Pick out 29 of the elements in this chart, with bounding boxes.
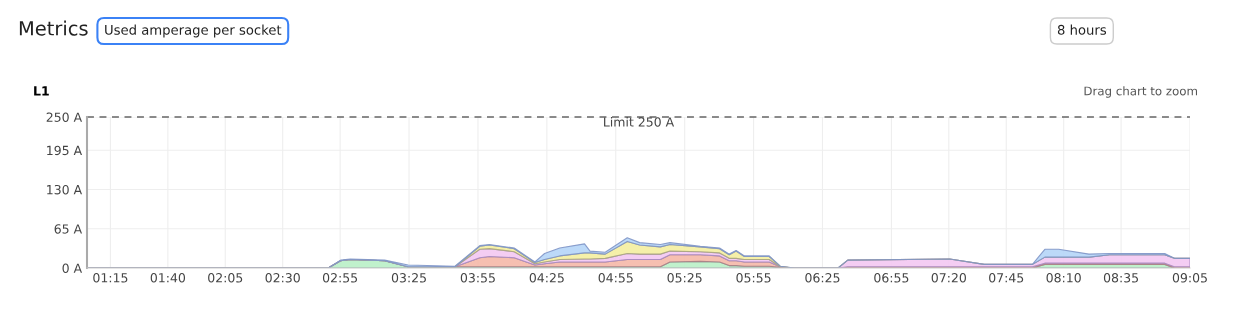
x-tick-label: 07:20 xyxy=(931,273,966,283)
text: Drag chart to zoom xyxy=(1084,86,1197,98)
x-tick-label: 02:30 xyxy=(265,273,300,283)
y-tick-label: 65 A xyxy=(54,224,83,234)
x-tick-label: 01:15 xyxy=(93,273,128,283)
x-tick-label: 01:40 xyxy=(150,273,186,283)
y-tick-label: 0 A xyxy=(62,263,83,273)
text: Used amperage per socket xyxy=(105,24,282,38)
x-tick-label: 08:10 xyxy=(1046,273,1081,283)
x-tick-label: 05:55 xyxy=(736,273,771,283)
x-tick-label: 05:25 xyxy=(667,273,702,283)
x-tick-label: 04:25 xyxy=(529,273,564,283)
y-tick-label: 130 A xyxy=(47,184,83,195)
x-tick-label: 02:55 xyxy=(322,273,358,283)
x-tick-label: 09:05 xyxy=(1172,273,1207,283)
ref-line-label: Limit 250 A xyxy=(604,117,675,127)
y-tick-label: 250 A xyxy=(46,112,83,122)
x-tick-label: 03:25 xyxy=(391,273,426,283)
chart-subtitle: L1 xyxy=(34,86,49,96)
x-tick-label: 08:35 xyxy=(1103,273,1139,283)
y-tick-label: 195 A xyxy=(47,145,83,156)
x-tick-label: 02:05 xyxy=(208,273,243,283)
x-tick-label: 04:55 xyxy=(598,273,633,283)
chart-title: Metrics xyxy=(19,20,88,36)
x-tick-label: 06:25 xyxy=(805,273,840,283)
x-tick-label: 06:55 xyxy=(874,273,909,283)
x-tick-label: 07:45 xyxy=(989,273,1024,283)
text: 8 hours xyxy=(1057,24,1107,35)
x-tick-label: 03:55 xyxy=(460,273,495,283)
